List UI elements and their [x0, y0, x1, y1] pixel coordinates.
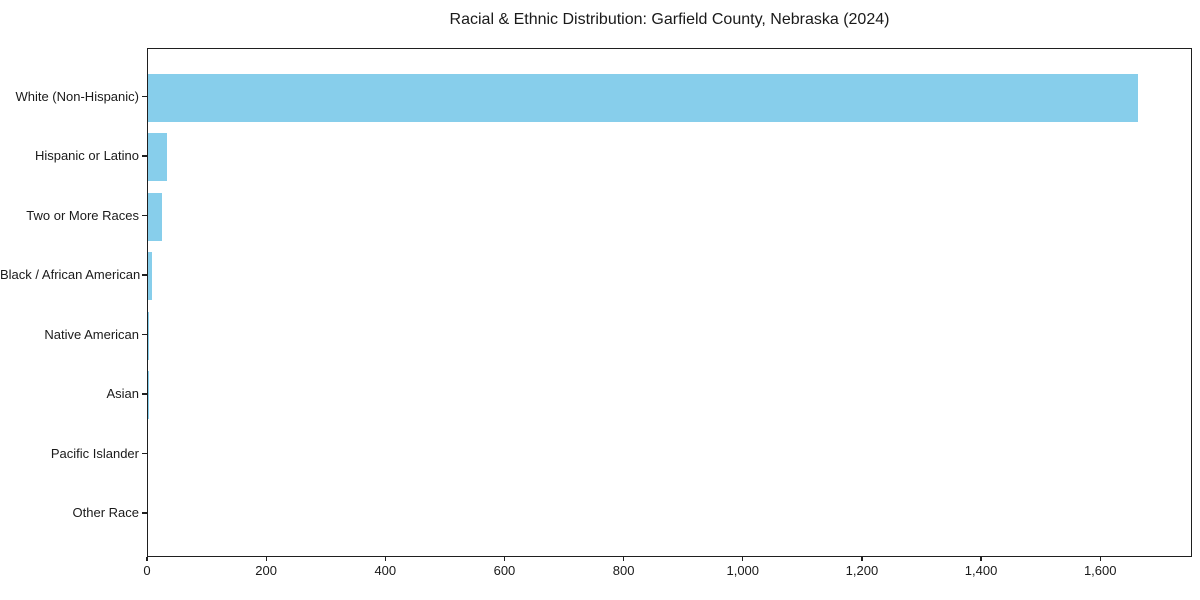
- x-tick-mark: [623, 557, 625, 561]
- plot-area: [147, 48, 1192, 557]
- x-tick-mark: [265, 557, 267, 561]
- y-tick-mark: [142, 155, 147, 157]
- x-tick-label: 200: [255, 563, 277, 578]
- bar: [148, 73, 1139, 122]
- y-tick-label: Asian: [106, 386, 139, 401]
- y-tick-label: Other Race: [72, 505, 139, 520]
- x-tick-label: 400: [374, 563, 397, 578]
- y-tick-label: Native American: [44, 326, 139, 342]
- y-tick-mark: [142, 274, 147, 276]
- bar: [148, 311, 150, 360]
- x-tick-mark: [861, 557, 863, 561]
- x-tick-mark: [146, 557, 148, 561]
- y-tick-mark: [142, 393, 147, 395]
- y-tick-mark: [142, 214, 147, 217]
- x-tick-label: 1,400: [964, 563, 998, 578]
- x-tick-mark: [384, 557, 386, 561]
- bar: [148, 252, 152, 300]
- y-tick-mark: [142, 95, 147, 98]
- bar: [148, 192, 162, 241]
- y-tick-mark: [142, 333, 147, 336]
- y-tick-label: Hispanic or Latino: [34, 148, 139, 163]
- bar: [148, 133, 168, 181]
- x-tick-label: 800: [612, 563, 635, 578]
- x-tick-mark: [503, 557, 506, 561]
- y-tick-label: White (Non-Hispanic): [15, 88, 139, 104]
- x-tick-mark: [1099, 557, 1101, 561]
- y-tick-mark: [142, 512, 147, 514]
- chart-title: Racial & Ethnic Distribution: Garfield C…: [449, 11, 890, 28]
- x-tick-label: 1,000: [726, 563, 760, 578]
- x-tick-label: 1,600: [1083, 563, 1117, 578]
- y-tick-label: Two or More Races: [26, 207, 139, 223]
- y-tick-label: Black / African American: [0, 267, 141, 282]
- y-tick-label: Pacific Islander: [50, 445, 139, 461]
- x-tick-label: 1,200: [845, 563, 879, 578]
- x-tick-mark: [742, 557, 744, 561]
- x-tick-label: 0: [143, 563, 151, 578]
- bar: [148, 371, 149, 419]
- x-tick-mark: [980, 557, 982, 561]
- x-tick-label: 600: [493, 563, 516, 578]
- y-tick-mark: [142, 452, 147, 455]
